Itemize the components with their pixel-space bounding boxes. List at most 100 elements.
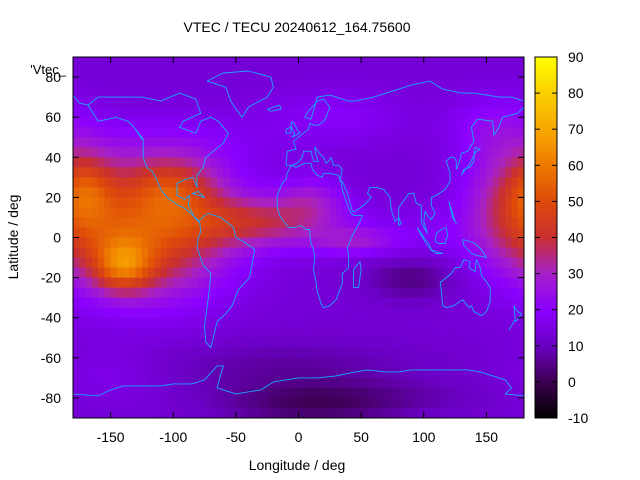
heatmap-cell <box>79 407 87 418</box>
heatmap-cell <box>229 117 237 128</box>
heatmap-cell <box>98 137 105 148</box>
heatmap-cell <box>192 307 199 319</box>
heatmap-cell <box>317 257 325 269</box>
heatmap-cell <box>217 317 224 329</box>
heatmap-cell <box>185 187 193 198</box>
heatmap-cell <box>79 297 87 309</box>
heatmap-cell <box>160 397 168 409</box>
heatmap-cell <box>311 97 318 108</box>
heatmap-cell <box>492 147 500 158</box>
heatmap-cell <box>248 57 256 68</box>
heatmap-cell <box>254 307 262 319</box>
heatmap-cell <box>498 117 506 128</box>
heatmap-cell <box>110 127 118 138</box>
heatmap-cell <box>361 377 368 389</box>
heatmap-cell <box>442 117 450 128</box>
heatmap-cell <box>73 307 80 319</box>
heatmap-cell <box>285 167 293 178</box>
heatmap-cell <box>398 127 406 138</box>
heatmap-cell <box>185 327 193 339</box>
heatmap-cell <box>267 337 275 349</box>
heatmap-cell <box>79 167 87 178</box>
heatmap-cell <box>505 397 513 409</box>
heatmap-cell <box>398 387 406 399</box>
heatmap-cell <box>342 147 350 158</box>
heatmap-cell <box>486 407 494 418</box>
heatmap-cell <box>404 157 412 168</box>
heatmap-cell <box>311 137 318 148</box>
heatmap-cell <box>317 317 325 329</box>
heatmap-cell <box>160 147 168 158</box>
heatmap-cell <box>311 77 318 88</box>
heatmap-cell <box>417 297 425 309</box>
heatmap-cell <box>217 367 224 379</box>
heatmap-cell <box>166 407 174 418</box>
heatmap-cell <box>129 337 137 349</box>
heatmap-cell <box>129 227 137 239</box>
y-tick-label: -20 <box>41 270 61 286</box>
heatmap-cell <box>229 407 237 418</box>
heatmap-cell <box>411 197 419 209</box>
heatmap-cell <box>98 277 105 289</box>
heatmap-cell <box>298 287 306 299</box>
heatmap-cell <box>423 267 431 279</box>
heatmap-cell <box>260 97 268 108</box>
heatmap-cell <box>273 127 281 138</box>
heatmap-cell <box>160 137 168 148</box>
heatmap-cell <box>342 287 350 299</box>
heatmap-cell <box>242 157 249 168</box>
heatmap-cell <box>379 337 387 349</box>
heatmap-cell <box>229 77 237 88</box>
heatmap-cell <box>223 337 231 349</box>
heatmap-cell <box>336 257 343 269</box>
heatmap-cell <box>166 257 174 269</box>
heatmap-cell <box>361 257 368 269</box>
heatmap-cell <box>104 87 112 98</box>
heatmap-cell <box>505 367 513 379</box>
heatmap-cell <box>91 97 99 108</box>
heatmap-cell <box>217 157 224 168</box>
heatmap-cell <box>160 307 168 319</box>
heatmap-cell <box>517 387 524 399</box>
heatmap-cell <box>98 297 105 309</box>
heatmap-cell <box>517 87 524 98</box>
heatmap-cell <box>154 307 162 319</box>
heatmap-cell <box>260 137 268 148</box>
heatmap-cell <box>298 397 306 409</box>
heatmap-cell <box>379 327 387 339</box>
heatmap-cell <box>517 357 524 369</box>
heatmap-cell <box>486 137 494 148</box>
heatmap-cell <box>110 347 118 359</box>
heatmap-cell <box>260 157 268 168</box>
heatmap-cell <box>148 77 156 88</box>
heatmap-cell <box>273 327 281 339</box>
heatmap-cell <box>116 77 124 88</box>
heatmap-cell <box>173 87 181 98</box>
heatmap-cell <box>498 387 506 399</box>
heatmap-cell <box>304 217 312 229</box>
heatmap-cell <box>517 137 524 148</box>
heatmap-cell <box>411 177 419 188</box>
heatmap-cell <box>467 237 475 249</box>
heatmap-cell <box>517 347 524 359</box>
heatmap-cell <box>455 107 462 118</box>
heatmap-cell <box>192 147 199 158</box>
heatmap-cell <box>204 397 212 409</box>
heatmap-cell <box>461 177 469 188</box>
heatmap-cell <box>392 317 400 329</box>
heatmap-cell <box>273 397 281 409</box>
heatmap-cell <box>285 227 293 239</box>
heatmap-cell <box>254 67 262 78</box>
heatmap-cell <box>298 407 306 418</box>
heatmap-cell <box>173 107 181 118</box>
heatmap-cell <box>104 147 112 158</box>
heatmap-cell <box>235 117 243 128</box>
heatmap-cell <box>430 247 437 259</box>
heatmap-cell <box>329 267 337 279</box>
heatmap-cell <box>492 347 500 359</box>
heatmap-cell <box>498 167 506 178</box>
heatmap-cell <box>511 217 519 229</box>
heatmap-cell <box>386 337 394 349</box>
heatmap-cell <box>273 57 281 68</box>
heatmap-cell <box>116 367 124 379</box>
